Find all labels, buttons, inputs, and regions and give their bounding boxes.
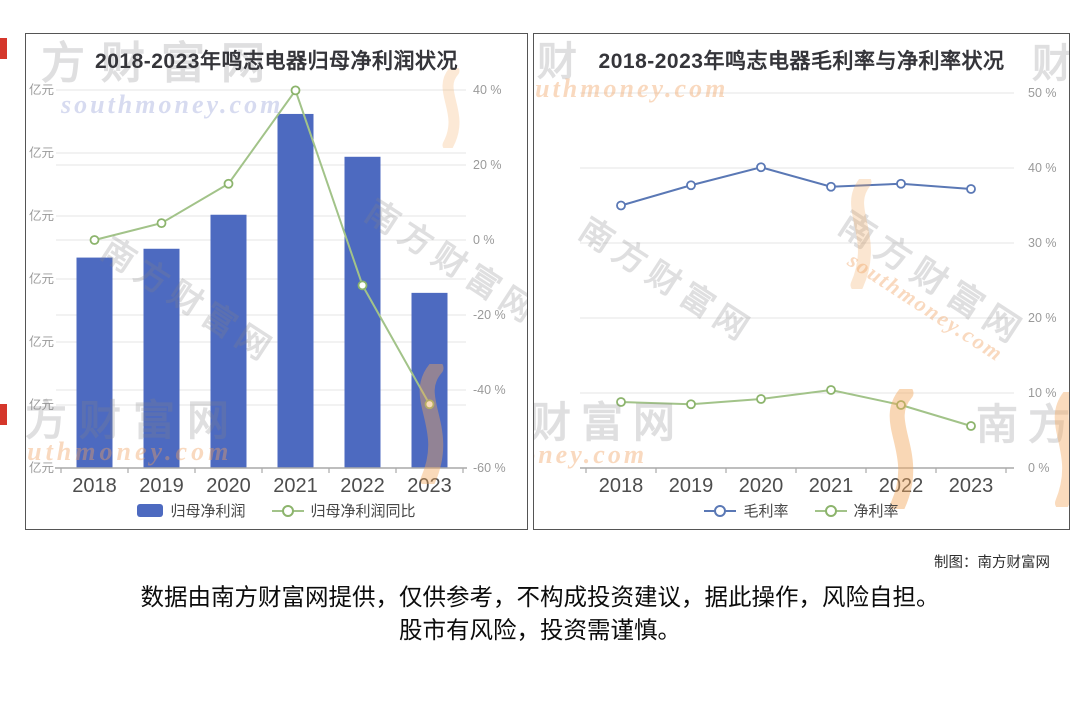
credit-note: 制图：南方财富网	[934, 555, 1050, 571]
line-swatch-icon	[704, 504, 737, 518]
svg-text:2023: 2023	[949, 475, 994, 497]
red-stamp-fragment	[0, 38, 7, 59]
net-profit-bars	[76, 113, 448, 468]
svg-text:40 %: 40 %	[473, 83, 502, 97]
chart-title: 2018-2023年鸣志电器毛利率与净利率状况	[598, 50, 1005, 73]
disclaimer-line-1: 数据由南方财富网提供，仅供参考，不构成投资建议，据此操作，风险自担。	[140, 584, 940, 610]
svg-text:1 亿元: 1 亿元	[26, 334, 54, 349]
svg-text:2022: 2022	[340, 475, 385, 497]
svg-text:2019: 2019	[669, 475, 714, 497]
legend-label: 净利率	[853, 503, 899, 520]
line-swatch-icon	[271, 504, 304, 518]
legend-label: 归母净利润同比	[310, 503, 416, 520]
legend-item-gross-margin: 毛利率	[704, 500, 789, 521]
svg-text:3 亿元: 3 亿元	[26, 82, 54, 97]
margin-chart-plot: 0 %10 %20 %30 %40 %50 %2018 2019 2020 2021 2…	[580, 86, 1057, 497]
disclaimer-line-2: 股市有风险，投资需谨慎。	[399, 617, 681, 643]
right-axis-labels: -60 % -40 % -20 % 0 % 20 % 40 %	[473, 83, 506, 475]
svg-text:0 %: 0 %	[1028, 461, 1050, 475]
net-profit-chart-card: 南方财富网 southmoney.com 南方财富网 南方财富网 南方财富网 s…	[25, 33, 528, 530]
legend-item-net-profit-yoy: 归母净利润同比	[271, 500, 416, 521]
net-margin-line	[620, 388, 972, 427]
svg-text:10 %: 10 %	[1028, 386, 1057, 400]
svg-text:20 %: 20 %	[473, 158, 502, 172]
svg-text:40 %: 40 %	[1028, 161, 1057, 175]
svg-text:-20 %: -20 %	[473, 308, 506, 322]
gross-margin-line	[620, 166, 972, 207]
svg-text:0 %: 0 %	[473, 233, 495, 247]
svg-text:0.5 亿元: 0.5 亿元	[26, 397, 54, 412]
svg-text:2019: 2019	[139, 475, 184, 497]
svg-text:30 %: 30 %	[1028, 236, 1057, 250]
legend-label: 归母净利润	[170, 503, 246, 520]
net-profit-chart-plot: 0 亿元0.5 亿元1 亿元1.5 亿元2 亿元2.5 亿元3 亿元-60 %-…	[26, 82, 506, 497]
svg-text:2022: 2022	[879, 475, 924, 497]
svg-text:2021: 2021	[809, 475, 854, 497]
right-axis-labels: 0 % 10 % 20 % 30 % 40 % 50 %	[1028, 86, 1057, 475]
svg-text:-60 %: -60 %	[473, 461, 506, 475]
svg-text:2018: 2018	[599, 475, 644, 497]
chart-title: 2018-2023年鸣志电器归母净利润状况	[95, 50, 458, 73]
svg-text:0 亿元: 0 亿元	[26, 460, 54, 475]
svg-text:2021: 2021	[273, 475, 318, 497]
svg-text:2023: 2023	[407, 475, 452, 497]
red-stamp-fragment	[0, 404, 7, 425]
svg-text:1.5 亿元: 1.5 亿元	[26, 271, 54, 286]
svg-text:50 %: 50 %	[1028, 86, 1057, 100]
svg-text:20 %: 20 %	[1028, 311, 1057, 325]
line-swatch-icon	[814, 504, 847, 518]
svg-text:2.5 亿元: 2.5 亿元	[26, 145, 54, 160]
left-axis-labels: 0 亿元 0.5 亿元 1 亿元 1.5 亿元 2 亿元 2.5 亿元 3 亿元	[26, 82, 54, 475]
gridlines	[580, 92, 1014, 394]
svg-text:2020: 2020	[739, 475, 784, 497]
legend-item-net-profit: 归母净利润	[137, 500, 246, 521]
x-axis-labels: 2018 2019 2020 2021 2022 2023	[599, 475, 994, 497]
margin-chart-card: 财 财 southmoney.com 南方财富网 南方财富网 southmone…	[533, 33, 1070, 530]
yoy-line	[94, 88, 431, 405]
svg-text:-40 %: -40 %	[473, 383, 506, 397]
svg-text:2 亿元: 2 亿元	[26, 208, 54, 223]
legend-label: 毛利率	[743, 503, 789, 520]
disclaimer-text: 数据由南方财富网提供，仅供参考，不构成投资建议，据此操作，风险自担。 股市有风险…	[0, 581, 1080, 647]
svg-text:2018: 2018	[72, 475, 117, 497]
bar-swatch-icon	[137, 504, 164, 517]
chart-legend: 归母净利润 归母净利润同比	[26, 500, 527, 521]
svg-text:2020: 2020	[206, 475, 251, 497]
chart-legend: 毛利率 净利率	[534, 500, 1069, 521]
gridlines	[56, 89, 466, 406]
x-axis-labels: 2018 2019 2020 2021 2022 2023	[72, 475, 452, 497]
legend-item-net-margin: 净利率	[814, 500, 899, 521]
